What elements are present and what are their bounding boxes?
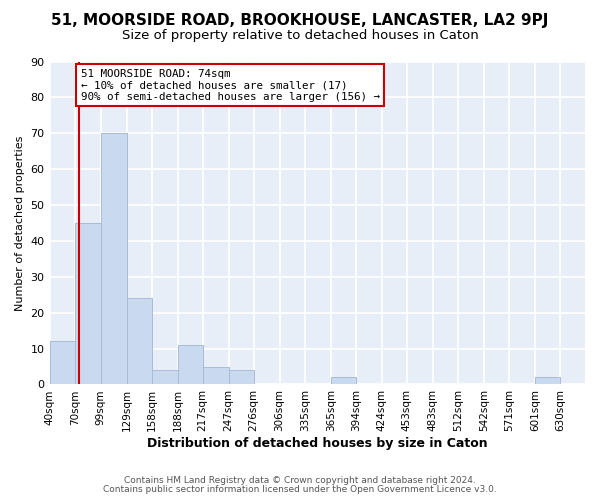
Bar <box>535 378 560 384</box>
Bar <box>331 378 356 384</box>
Bar <box>152 370 178 384</box>
Text: Contains public sector information licensed under the Open Government Licence v3: Contains public sector information licen… <box>103 485 497 494</box>
X-axis label: Distribution of detached houses by size in Caton: Distribution of detached houses by size … <box>147 437 488 450</box>
Text: Contains HM Land Registry data © Crown copyright and database right 2024.: Contains HM Land Registry data © Crown c… <box>124 476 476 485</box>
Y-axis label: Number of detached properties: Number of detached properties <box>15 136 25 310</box>
Bar <box>127 298 152 384</box>
Text: 51 MOORSIDE ROAD: 74sqm
← 10% of detached houses are smaller (17)
90% of semi-de: 51 MOORSIDE ROAD: 74sqm ← 10% of detache… <box>80 68 380 102</box>
Bar <box>76 223 101 384</box>
Bar <box>101 134 127 384</box>
Bar <box>229 370 254 384</box>
Text: Size of property relative to detached houses in Caton: Size of property relative to detached ho… <box>122 29 478 42</box>
Bar <box>178 345 203 385</box>
Bar <box>50 342 76 384</box>
Bar <box>203 366 229 384</box>
Text: 51, MOORSIDE ROAD, BROOKHOUSE, LANCASTER, LA2 9PJ: 51, MOORSIDE ROAD, BROOKHOUSE, LANCASTER… <box>52 12 548 28</box>
